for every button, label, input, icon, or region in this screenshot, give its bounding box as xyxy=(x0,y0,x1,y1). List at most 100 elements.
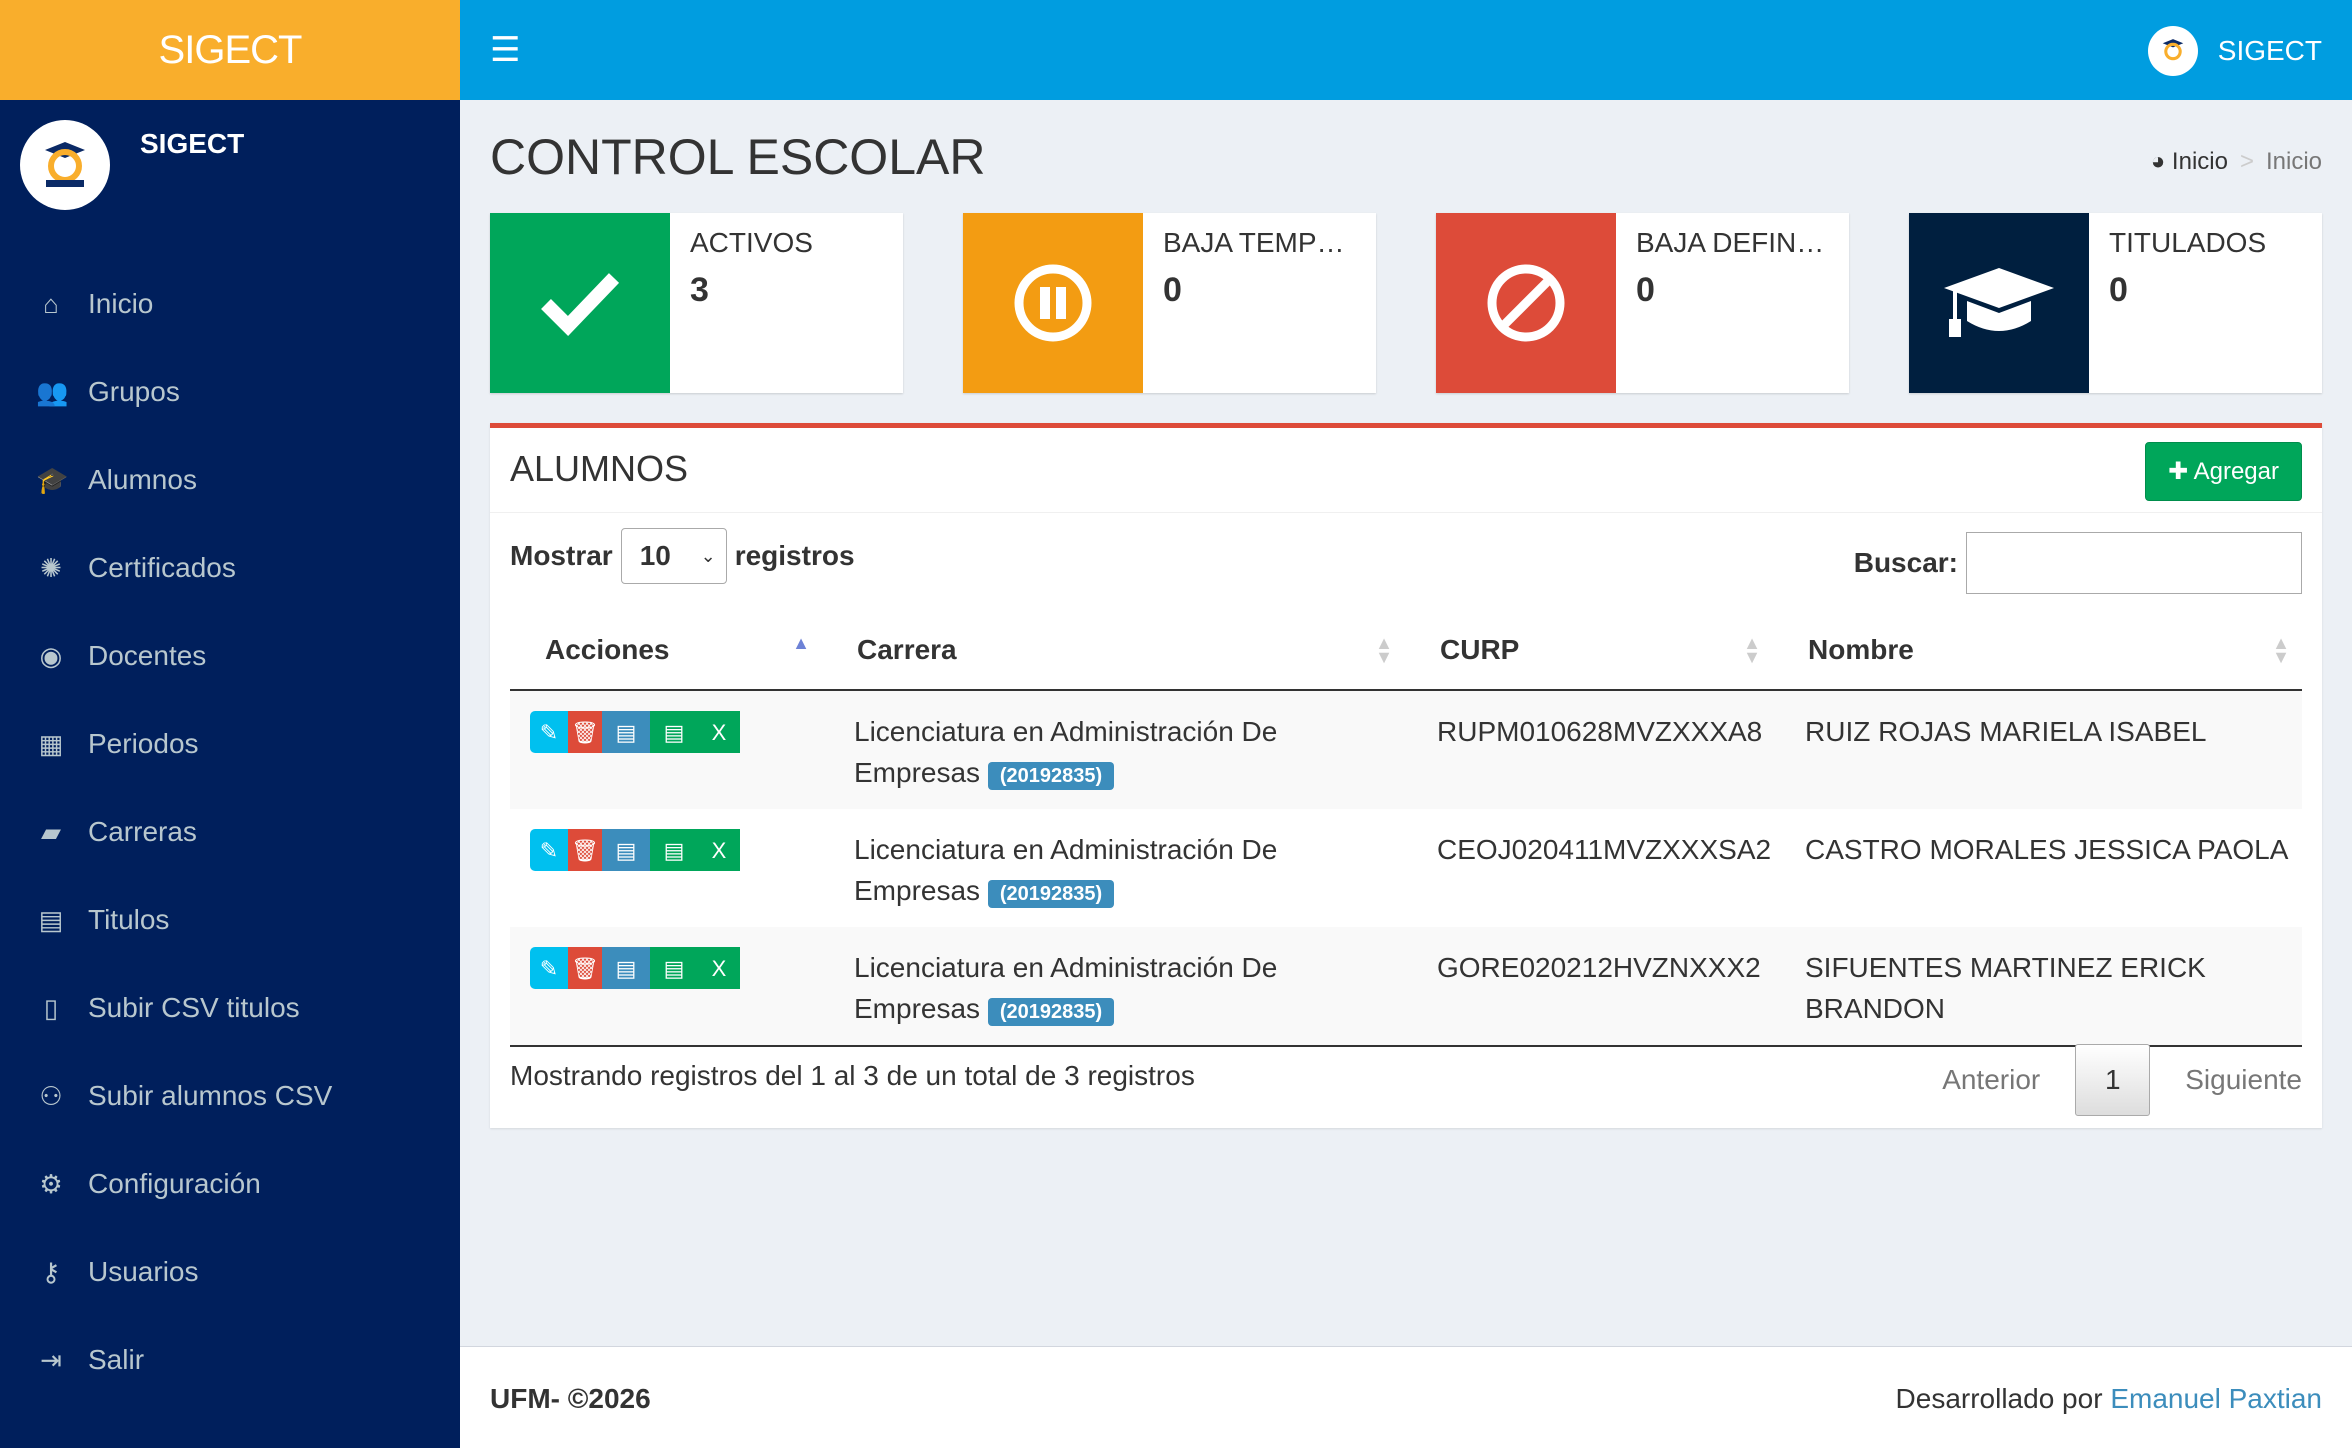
breadcrumb-current: Inicio xyxy=(2265,148,2322,175)
stat-box-0: ACTIVOS 3 xyxy=(490,213,903,393)
records-label: registros xyxy=(734,540,855,571)
sidebar-item-salir[interactable]: ⇥ Salir xyxy=(0,1316,460,1404)
sidebar-item-configuraci-n[interactable]: ⚙ Configuración xyxy=(0,1140,460,1228)
delete-button[interactable]: 🗑 xyxy=(568,829,602,871)
school-logo xyxy=(20,120,110,210)
export-excel-icon: X xyxy=(711,719,727,745)
table-row: ✎ 🗑 ▤ ▤ X Licenciatura en Administración De E… xyxy=(510,927,2302,1047)
sidebar-item-alumnos[interactable]: 🎓 Alumnos xyxy=(0,436,460,524)
sidebar-item-subir-csv-titulos[interactable]: ▯ Subir CSV titulos xyxy=(0,964,460,1052)
search-input[interactable] xyxy=(1966,532,2302,594)
book-icon: ▰ xyxy=(41,816,61,847)
add-button[interactable]: ✚ Agregar xyxy=(2145,442,2302,501)
view-card-button[interactable]: ▤ xyxy=(602,947,650,989)
sidebar-item-label: Certificados xyxy=(88,552,236,583)
sidebar-item-docentes[interactable]: ◉ Docentes xyxy=(0,612,460,700)
next-button[interactable]: Siguiente xyxy=(2185,1064,2302,1095)
column-carrera[interactable]: Carrera ▲ ▼ xyxy=(822,610,1405,691)
breadcrumb-home[interactable]: Inicio xyxy=(2171,148,2228,175)
nombre-cell: SIFUENTES MARTINEZ ERICK BRANDON xyxy=(1773,927,2302,1047)
table-row: ✎ 🗑 ▤ ▤ X Licenciatura en Administración De E… xyxy=(510,809,2302,927)
nombre-cell: CASTRO MORALES JESSICA PAOLA xyxy=(1805,834,2289,865)
sidebar-item-usuarios[interactable]: ⚷ Usuarios xyxy=(0,1228,460,1316)
sidebar-item-label: Grupos xyxy=(88,376,180,407)
graduation-cap-icon xyxy=(1909,213,2089,393)
menu-toggle-icon[interactable]: ☰ xyxy=(490,31,521,69)
sidebar-item-subir-alumnos-csv[interactable]: ⚇ Subir alumnos CSV xyxy=(0,1052,460,1140)
edit-button[interactable]: ✎ xyxy=(530,711,568,753)
sidebar-item-titulos[interactable]: ▤ Titulos xyxy=(0,876,460,964)
view-card-icon: ▤ xyxy=(615,837,637,863)
author-link[interactable]: Emanuel Paxtian xyxy=(2110,1383,2322,1414)
stat-value: 3 xyxy=(690,271,709,309)
carrera-cell: Licenciatura en Administración De Empres… xyxy=(854,834,1278,906)
export-excel-button[interactable]: X xyxy=(698,947,740,989)
view-card-button[interactable]: ▤ xyxy=(602,711,650,753)
check-icon xyxy=(490,213,670,393)
brand-logo[interactable]: SIGECT xyxy=(0,0,460,100)
delete-button[interactable]: 🗑 xyxy=(568,947,602,989)
avatar xyxy=(2147,26,2198,76)
sidebar-item-carreras[interactable]: ▰ Carreras xyxy=(0,788,460,876)
sidebar-item-label: Subir CSV titulos xyxy=(88,992,300,1023)
column-curp[interactable]: CURP ▲ ▼ xyxy=(1405,610,1773,691)
title-card-button[interactable]: ▤ xyxy=(650,711,698,753)
stat-value: 0 xyxy=(1636,271,1655,309)
sign-out-icon: ⇥ xyxy=(40,1344,62,1375)
carrera-code-badge: (20192835) xyxy=(987,880,1115,908)
row-actions: ✎ 🗑 ▤ ▤ X xyxy=(530,947,760,989)
dashboard-icon: ◕ xyxy=(2150,148,2166,175)
search-label: Buscar: xyxy=(1853,547,1958,578)
column-acciones[interactable]: Acciones ▲ xyxy=(510,610,822,691)
edit-button[interactable]: ✎ xyxy=(530,829,568,871)
user-name: SIGECT xyxy=(140,128,245,159)
home-icon: ⌂ xyxy=(43,288,59,319)
sidebar-item-label: Subir alumnos CSV xyxy=(88,1080,333,1111)
id-card-icon: ▤ xyxy=(38,904,64,935)
sidebar-item-label: Alumnos xyxy=(88,464,197,495)
export-excel-button[interactable]: X xyxy=(698,829,740,871)
user-menu[interactable]: SIGECT xyxy=(2147,26,2322,76)
table-row: ✎ 🗑 ▤ ▤ X Licenciatura en Administración De E… xyxy=(510,690,2302,809)
title-card-icon: ▤ xyxy=(663,837,685,863)
curp-cell: RUPM010628MVZXXXA8 xyxy=(1405,690,1773,809)
stat-label: TITULADOS xyxy=(2109,227,2267,258)
edit-icon: ✎ xyxy=(539,719,559,745)
delete-icon: 🗑 xyxy=(571,837,599,863)
title-card-button[interactable]: ▤ xyxy=(650,829,698,871)
sidebar-item-label: Configuración xyxy=(88,1168,261,1199)
calendar-icon: ▦ xyxy=(38,728,64,759)
ban-icon xyxy=(1436,213,1616,393)
title-card-button[interactable]: ▤ xyxy=(650,947,698,989)
delete-button[interactable]: 🗑 xyxy=(568,711,602,753)
sidebar-item-label: Docentes xyxy=(88,640,207,671)
sidebar-item-grupos[interactable]: 👥 Grupos xyxy=(0,348,460,436)
file-excel-icon: ▯ xyxy=(43,992,59,1023)
breadcrumb: ◕ Inicio > Inicio xyxy=(2150,148,2322,175)
stat-value: 0 xyxy=(1163,271,1182,309)
edit-button[interactable]: ✎ xyxy=(530,947,568,989)
title-card-icon: ▤ xyxy=(663,719,685,745)
carrera-cell: Licenciatura en Administración De Empres… xyxy=(854,716,1278,788)
page-1-button[interactable]: 1 xyxy=(2075,1044,2151,1116)
sidebar: SIGECT SIGECT ⌂ Inicio 👥 Grupos 🎓 Alumnos ✺ Cer… xyxy=(0,0,460,1448)
sidebar-item-inicio[interactable]: ⌂ Inicio xyxy=(0,260,460,348)
pagination: Anterior 1 Siguiente xyxy=(1942,1044,2302,1116)
chevron-down-icon: ⌄ xyxy=(700,545,716,566)
column-nombre[interactable]: Nombre ▲ ▼ xyxy=(1773,610,2302,691)
prev-button[interactable]: Anterior xyxy=(1942,1064,2041,1095)
sidebar-item-periodos[interactable]: ▦ Periodos xyxy=(0,700,460,788)
export-excel-button[interactable]: X xyxy=(698,711,740,753)
stat-label: BAJA TEMP… xyxy=(1163,227,1345,258)
user-panel: SIGECT xyxy=(0,100,460,260)
export-excel-icon: X xyxy=(711,837,727,863)
copyright: UFM- ©2026 xyxy=(490,1383,651,1414)
view-card-button[interactable]: ▤ xyxy=(602,829,650,871)
sidebar-item-label: Periodos xyxy=(88,728,199,759)
title-card-icon: ▤ xyxy=(663,955,685,981)
search-control: Buscar: xyxy=(1854,532,2302,594)
gear-icon: ⚙ xyxy=(39,1168,63,1199)
certificate-icon: ✺ xyxy=(40,552,62,583)
sidebar-item-certificados[interactable]: ✺ Certificados xyxy=(0,524,460,612)
page-size-select[interactable]: 10 ⌄ xyxy=(620,528,727,584)
